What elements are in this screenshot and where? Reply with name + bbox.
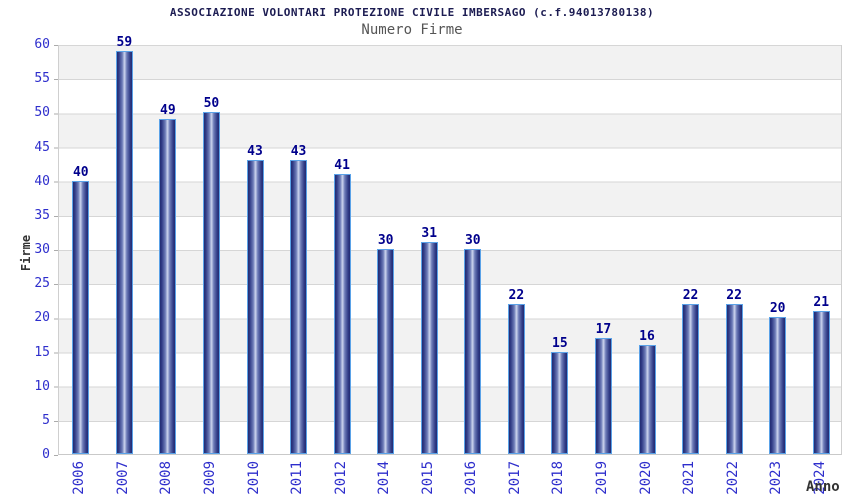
bar-value-label: 22 [682,287,699,303]
x-tick-label: 2019 [593,461,610,495]
bar-2023 [769,317,787,454]
y-tick-label: 5 [42,412,50,428]
y-tick-label: 0 [42,447,50,462]
x-tick-label: 2010 [245,461,262,495]
bar-2018 [551,351,569,454]
bar-value-label: 16 [639,328,655,344]
bar-value-label: 20 [769,301,786,317]
x-tick-label: 2006 [71,461,88,495]
y-tick-label: 10 [34,378,50,394]
bar-2019 [594,337,612,454]
plot-area: 40 59 49 50 43 43 41 30 31 30 22 15 17 16 22 22 20 21 [58,35,842,455]
chart-subtitle: Numero Firme [361,22,463,38]
bar-value-label: 43 [247,144,263,160]
bar-value-label: 31 [421,226,438,242]
bar-2008 [159,119,177,454]
y-tick-label: 20 [34,310,50,326]
bar-value-label: 49 [160,103,176,119]
y-axis-title: Firme [19,234,33,272]
bar-value-label: 41 [334,157,350,173]
bar-2020 [638,344,656,454]
bar-value-label: 50 [203,96,220,112]
bar-2022 [725,303,743,454]
bar-value-label: 15 [552,335,568,351]
x-tick-label: 2012 [332,461,349,495]
bar-2009 [202,112,220,454]
bar-value-label: 21 [813,294,830,310]
y-tick-label: 60 [34,37,50,52]
bar-2016 [464,249,482,454]
bar-2015 [420,242,438,454]
bar-2024 [812,310,830,454]
bar-2021 [682,303,700,454]
x-tick-label: 2007 [114,461,131,495]
x-tick-label: 2021 [681,461,698,495]
x-tick-label: 2022 [724,461,741,495]
y-tick-label: 35 [34,207,50,223]
x-tick-label: 2015 [419,461,436,495]
bar-value-label: 22 [726,287,742,303]
bar-2017 [507,303,525,454]
bar-2006 [72,180,90,454]
chart-title: ASSOCIAZIONE VOLONTARI PROTEZIONE CIVILE… [169,6,655,19]
x-tick-label: 2016 [463,461,480,495]
bar-value-label: 40 [72,164,89,180]
bar-2014 [377,249,395,454]
bar-value-label: 22 [508,287,525,303]
y-tick-label: 40 [34,173,50,189]
x-tick-label: 2011 [289,461,306,495]
x-tick-label: 2020 [637,461,654,495]
bar-value-label: 43 [290,144,307,160]
y-tick-label: 45 [34,139,50,155]
x-tick-label: 2017 [506,461,523,495]
x-tick-label: 2014 [376,461,393,495]
x-tick-label: 2009 [201,461,218,495]
x-axis-title: Anno [806,479,840,495]
bar-2011 [290,160,308,454]
bar-value-label: 59 [116,34,133,50]
bar-2012 [333,173,351,454]
bar-2010 [246,160,264,454]
x-tick-label: 2018 [550,461,567,495]
bar-value-label: 30 [377,233,394,248]
y-tick-label: 25 [34,276,50,292]
y-tick-label: 55 [34,71,50,87]
y-axis-tick-marks [54,45,58,456]
bar-2007 [115,50,133,454]
y-tick-label: 15 [34,344,50,360]
x-tick-label: 2023 [768,461,785,495]
y-tick-label: 30 [34,242,50,257]
bar-value-label: 17 [595,321,612,337]
y-tick-label: 50 [34,105,50,121]
bar-value-label: 30 [464,233,481,248]
x-tick-label: 2008 [158,461,175,495]
